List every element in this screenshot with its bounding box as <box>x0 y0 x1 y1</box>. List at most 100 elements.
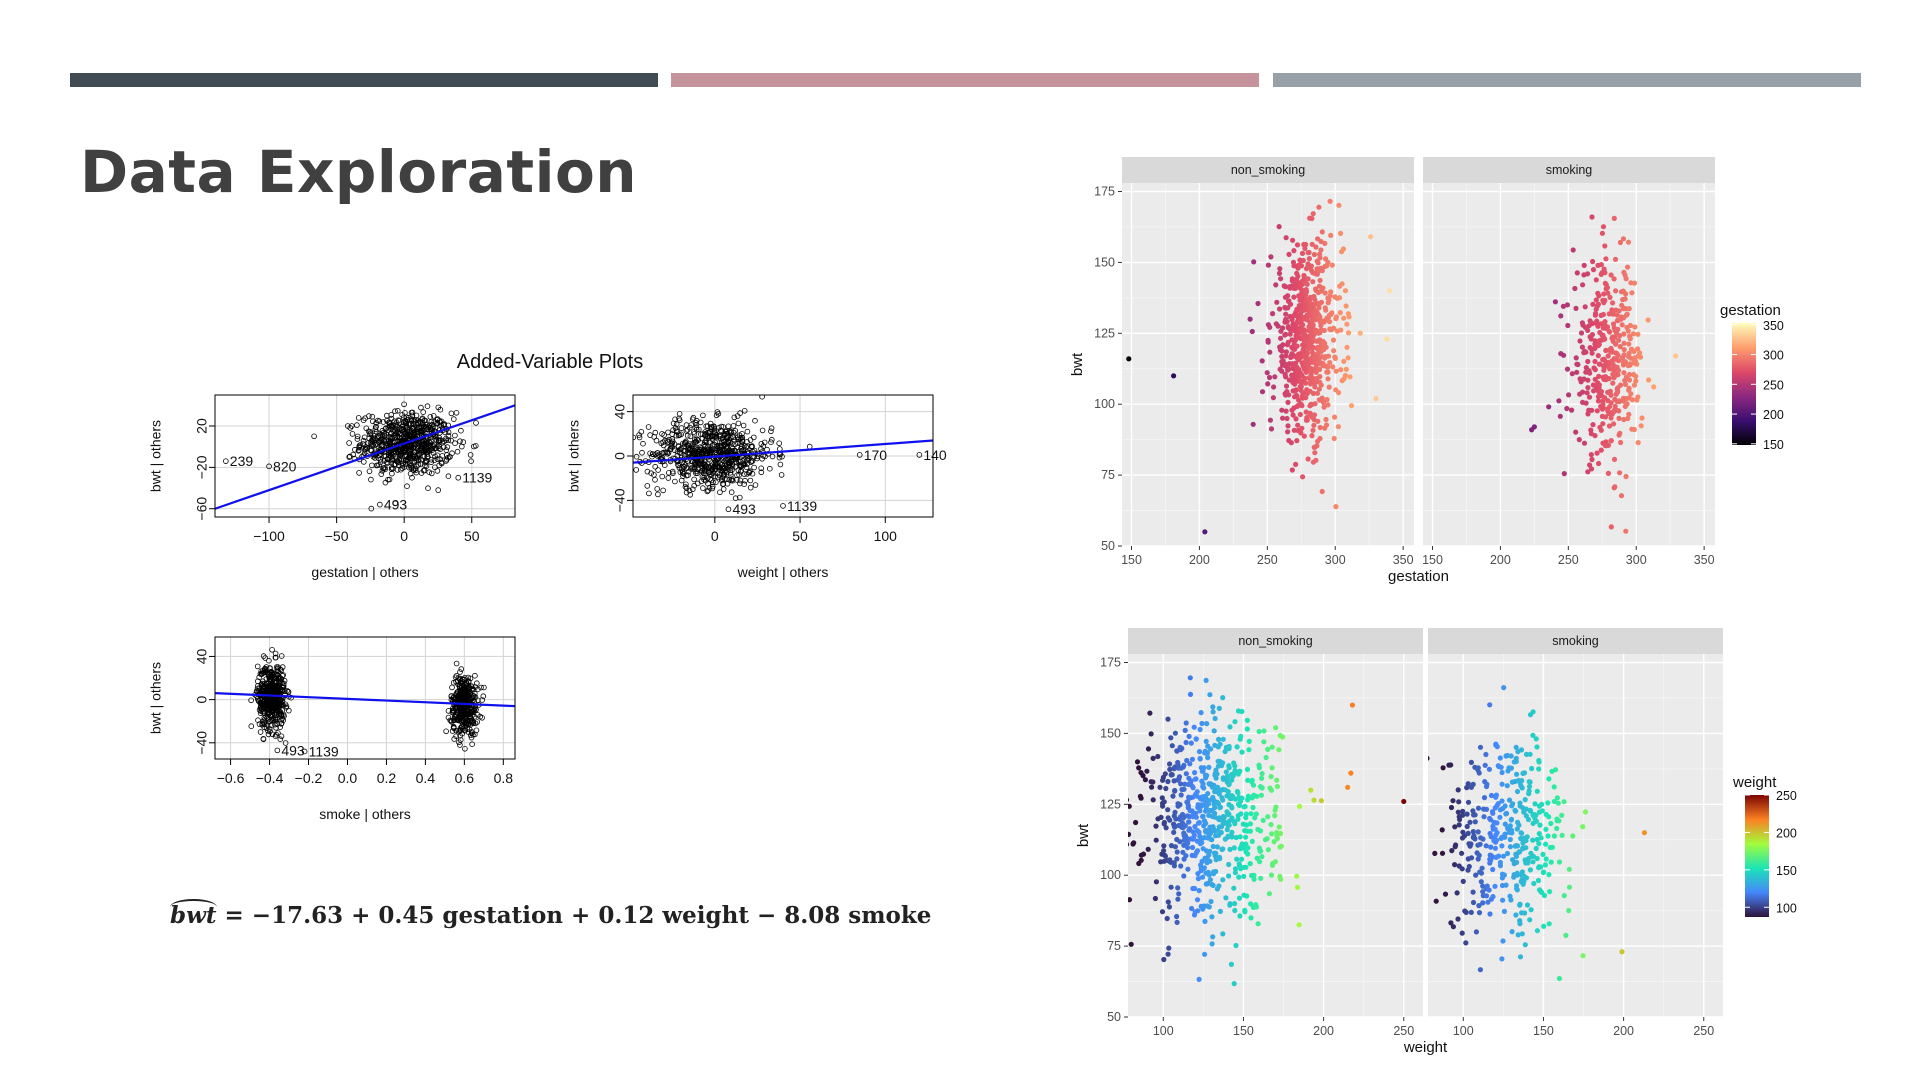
facet-point <box>1250 793 1256 799</box>
av-point <box>346 454 353 460</box>
facet-point <box>1272 859 1278 865</box>
facet-point <box>1276 270 1283 276</box>
facet-point <box>1536 865 1542 871</box>
av-point <box>694 480 701 487</box>
av-point <box>269 646 275 653</box>
av-point <box>675 432 682 439</box>
facet-point <box>1481 795 1488 801</box>
facet-point <box>1335 424 1341 430</box>
facet-point <box>1519 931 1525 937</box>
facet-point <box>1161 956 1167 963</box>
facet-point <box>1325 376 1331 382</box>
av-point <box>433 436 440 443</box>
av-point <box>719 465 726 472</box>
facet-point <box>1551 833 1557 839</box>
facet-point <box>1310 427 1316 433</box>
facet-point <box>1197 808 1203 814</box>
facet-point <box>1264 370 1270 376</box>
facet-point <box>1453 842 1459 848</box>
facet-point <box>1452 862 1458 868</box>
av-xtick-label: 0.6 <box>455 770 475 786</box>
facet-point <box>1247 828 1253 834</box>
facet-outlier-point <box>1348 770 1354 776</box>
facet-point <box>1536 759 1542 765</box>
facet-point <box>1592 345 1598 351</box>
av-point <box>445 432 452 439</box>
av-point <box>422 421 429 428</box>
av-point <box>357 442 364 448</box>
facet-point <box>1226 818 1232 824</box>
facet-point <box>1312 312 1318 318</box>
facet-point <box>1187 795 1193 801</box>
av-point <box>714 446 720 452</box>
facet-point <box>1514 883 1520 889</box>
facet-point <box>1202 855 1208 861</box>
facet-point <box>1239 749 1245 755</box>
facet-point <box>1310 279 1316 285</box>
facet-point <box>1585 358 1591 365</box>
facet-point <box>1285 399 1291 405</box>
facet-point <box>1178 781 1184 787</box>
av-xtick-label: 0 <box>711 528 719 544</box>
av-point <box>356 470 362 476</box>
header-bar-3 <box>1273 73 1861 87</box>
facet-point <box>1588 452 1594 458</box>
facet-legend-title: gestation <box>1720 302 1781 319</box>
facet-point <box>1513 912 1519 918</box>
facet-point <box>1627 322 1633 329</box>
facet-point <box>1201 785 1207 791</box>
av-point <box>648 470 654 477</box>
facet-point <box>1312 380 1318 386</box>
av-panel-smoke: 493 1139−0.6 −0.4 −0.2 0.0 0.2 0.4 0.6 0.8−40040… <box>148 636 516 822</box>
av-point <box>777 461 784 468</box>
facet-point <box>1200 813 1206 819</box>
av-ytick-label: −20 <box>194 455 210 479</box>
facet-point <box>1311 412 1318 418</box>
facet-point <box>1574 369 1580 375</box>
av-ytick-label: 40 <box>194 648 210 664</box>
facet-point <box>1630 331 1636 337</box>
av-point <box>449 728 456 734</box>
facet-point <box>1596 460 1602 467</box>
facet-point <box>1308 401 1314 407</box>
facet-point <box>1621 331 1627 337</box>
facet-point <box>1328 289 1334 295</box>
av-points-smoke <box>215 646 515 755</box>
av-point <box>452 432 458 439</box>
facet-point <box>1266 374 1273 381</box>
facet-point <box>1455 916 1461 922</box>
facet-point <box>1292 281 1298 287</box>
facet-ytick-label: 100 <box>1094 397 1115 411</box>
facet-point <box>1165 716 1171 722</box>
av-point <box>376 418 383 424</box>
facet-point <box>1247 821 1253 827</box>
facet-point <box>1210 843 1216 850</box>
av-point <box>748 443 755 450</box>
facet-point <box>1446 762 1452 768</box>
av-point <box>452 440 458 446</box>
facet-point <box>1480 900 1486 906</box>
av-point <box>278 667 285 673</box>
av-point <box>735 420 742 427</box>
facet-point <box>1128 897 1133 903</box>
facet-point <box>1239 841 1245 847</box>
facet-point <box>1590 422 1596 428</box>
facet-point <box>1299 425 1305 431</box>
av-point <box>459 724 465 731</box>
facet-point <box>1287 284 1293 290</box>
facet-point <box>1196 749 1203 755</box>
facet-point <box>1613 307 1619 313</box>
av-ytick-label: 0 <box>612 452 628 460</box>
facet-point <box>1232 719 1238 725</box>
facet-point <box>1501 685 1507 691</box>
facet-point <box>1633 378 1639 384</box>
av-point <box>261 724 268 731</box>
av-point <box>402 410 408 416</box>
facet-point <box>1570 833 1576 839</box>
facet-point <box>1545 833 1551 839</box>
facet-point <box>1623 291 1629 297</box>
av-point <box>453 696 459 702</box>
facet-point <box>1450 924 1456 930</box>
facet-point <box>1605 353 1611 359</box>
